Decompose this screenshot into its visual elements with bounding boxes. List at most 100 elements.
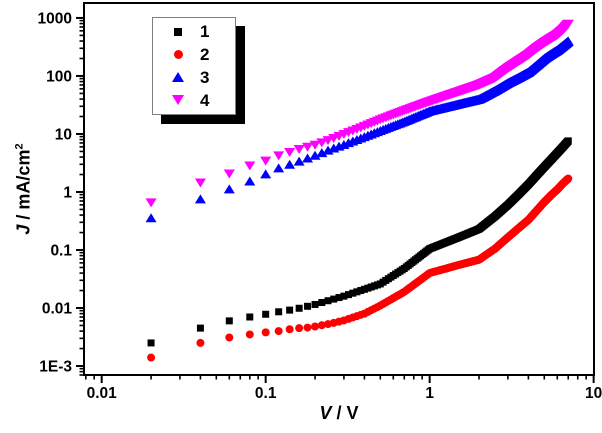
data-point (302, 142, 314, 152)
series-3-points (145, 36, 574, 223)
y-tick-label: 1000 (38, 10, 72, 27)
legend-row-series-3: 3 (153, 66, 235, 88)
y-axis-title: J / mA/cm2 (14, 143, 35, 234)
data-point (245, 330, 254, 339)
data-point (335, 294, 343, 302)
legend-row-series-1: 1 (153, 21, 235, 43)
data-point (293, 144, 305, 154)
data-point (353, 288, 361, 296)
legend-label-series-2: 2 (200, 45, 210, 65)
x-tick-label: 1 (425, 385, 434, 402)
data-point (223, 169, 235, 179)
data-point (145, 213, 157, 223)
data-point (309, 150, 321, 160)
y-tick-label: 0.01 (42, 301, 73, 318)
data-point (322, 136, 334, 146)
x-axis-tick-labels: 0.01 0.1 1 10 (87, 385, 602, 402)
data-point (284, 159, 296, 169)
data-point (225, 317, 233, 325)
y-axis-unit: / mA/cm (13, 149, 34, 225)
data-point (302, 153, 314, 163)
data-point (318, 299, 326, 307)
series-1-square-marker-icon (174, 27, 182, 36)
data-point (244, 176, 256, 186)
x-axis-title: V / V (84, 403, 594, 424)
legend-marker-box (170, 72, 186, 83)
legend-label-series-4: 4 (200, 90, 210, 110)
data-point (194, 178, 206, 188)
data-point (293, 156, 305, 166)
data-point (262, 310, 270, 318)
data-point (244, 161, 256, 171)
data-point (357, 287, 365, 295)
series-2-points (147, 174, 573, 362)
data-point (196, 338, 205, 347)
data-point (316, 148, 328, 158)
data-point (260, 156, 272, 166)
legend-marker-box (170, 50, 186, 60)
data-point (345, 291, 353, 299)
data-point (260, 169, 272, 179)
series-4-points (145, 19, 574, 208)
x-axis-symbol: V (319, 403, 332, 423)
y-tick-label: 10 (55, 126, 72, 143)
data-point (196, 324, 204, 332)
x-tick-label: 0.1 (255, 385, 277, 402)
legend-row-series-4: 4 (153, 89, 235, 111)
legend: 1 2 3 4 (152, 17, 236, 115)
data-point (286, 306, 294, 314)
data-point (317, 321, 326, 330)
data-point (330, 295, 338, 303)
data-point (285, 325, 294, 334)
data-point (311, 322, 320, 331)
y-axis-tick-labels: 1000 100 10 1 0.1 0.01 1E-3 (38, 10, 73, 375)
data-point (145, 198, 157, 208)
series-4-triangle-down-marker-icon (172, 95, 184, 106)
y-tick-label: 100 (46, 68, 72, 85)
series-1-points (147, 137, 572, 347)
data-point (147, 353, 156, 362)
data-point (194, 194, 206, 204)
x-tick-label: 10 (585, 385, 602, 402)
data-point (316, 138, 328, 148)
y-axis-unit-exponent: 2 (13, 143, 26, 150)
legend-row-series-2: 2 (153, 44, 235, 66)
data-point (324, 297, 332, 305)
legend-label-series-1: 1 (200, 22, 210, 42)
data-point (246, 313, 254, 321)
series-3-triangle-up-marker-icon (172, 72, 184, 83)
y-tick-label: 1E-3 (39, 359, 72, 376)
data-point (225, 333, 234, 342)
data-point (303, 323, 312, 332)
data-point (304, 302, 312, 310)
data-point (562, 19, 574, 29)
y-tick-label: 1 (63, 184, 72, 201)
x-axis-ticks (85, 375, 595, 383)
data-point (273, 163, 285, 173)
plot-frame (83, 2, 595, 376)
data-point (562, 36, 574, 46)
y-axis-ticks (76, 16, 84, 376)
data-point (274, 327, 283, 336)
x-tick-label: 0.01 (87, 385, 118, 402)
y-axis-symbol: J (13, 224, 34, 235)
legend-marker-box (170, 27, 186, 36)
data-point (275, 308, 283, 316)
data-point (340, 292, 348, 300)
data-point (311, 300, 319, 308)
x-axis-unit: / V (331, 403, 359, 423)
data-point (295, 304, 303, 312)
data-point (564, 174, 573, 183)
data-point (349, 289, 357, 297)
series-2-circle-marker-icon (173, 50, 183, 60)
data-point (223, 184, 235, 194)
data-point (261, 328, 270, 337)
legend-marker-box (170, 95, 186, 106)
data-point (564, 137, 572, 145)
y-tick-label: 0.1 (50, 242, 72, 259)
data-point (309, 140, 321, 150)
data-point (147, 339, 155, 347)
data-point (273, 151, 285, 161)
